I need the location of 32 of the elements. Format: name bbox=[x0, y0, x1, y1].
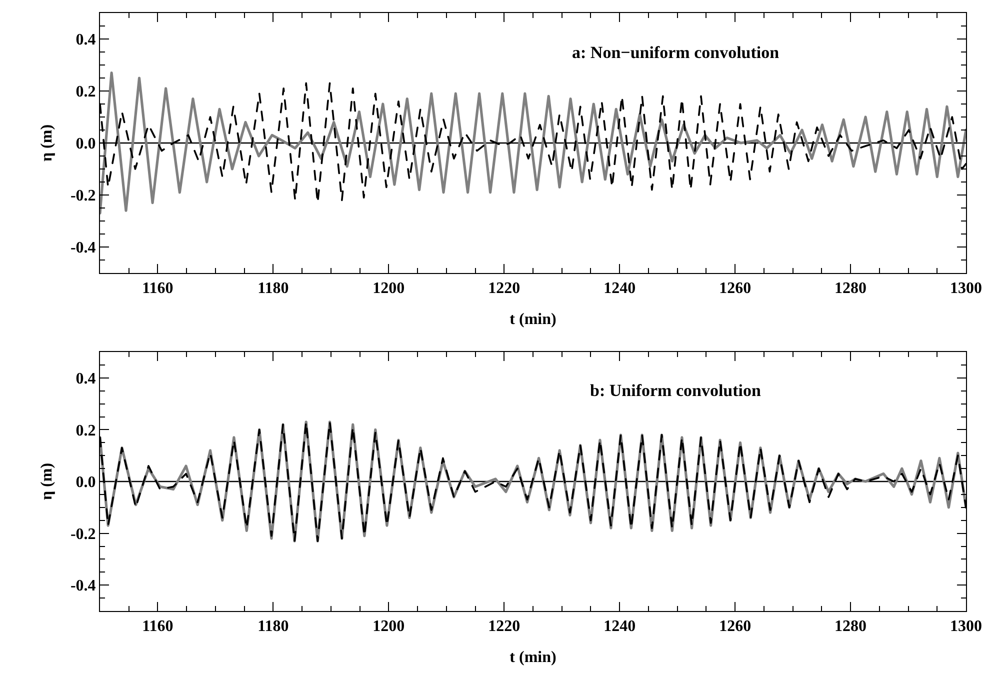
x-tick-label: 1240 bbox=[604, 618, 636, 636]
y-axis-title: η (m) bbox=[38, 462, 56, 500]
y-tick-label: 0.4 bbox=[76, 370, 96, 388]
y-axis-title: η (m) bbox=[38, 124, 56, 162]
x-tick-label: 1180 bbox=[258, 280, 289, 298]
y-tick-label: 0.2 bbox=[76, 84, 96, 101]
x-axis-title: t (min) bbox=[510, 310, 556, 328]
x-tick-label: 1300 bbox=[950, 618, 982, 636]
x-tick-label: 1260 bbox=[719, 618, 752, 636]
x-tick-label: 1180 bbox=[258, 618, 289, 636]
y-tick-label: -0.2 bbox=[70, 188, 96, 205]
x-tick-label: 1300 bbox=[950, 280, 982, 298]
x-tick-label: 1260 bbox=[719, 280, 752, 298]
x-tick-label: 1200 bbox=[372, 280, 405, 298]
x-tick-label: 1280 bbox=[834, 280, 867, 298]
y-tick-label: -0.4 bbox=[70, 240, 96, 257]
x-tick-label: 1160 bbox=[142, 618, 174, 636]
x-tick-label: 1220 bbox=[488, 618, 520, 636]
x-tick-label: 1240 bbox=[604, 280, 636, 298]
x-tick-label: 1160 bbox=[142, 280, 174, 298]
y-tick-label: -0.4 bbox=[70, 578, 96, 595]
y-tick-label: 0.0 bbox=[76, 474, 96, 492]
annotation: a: Non−uniform convolution bbox=[572, 43, 780, 62]
y-tick-label: -0.2 bbox=[70, 526, 96, 543]
x-tick-label: 1280 bbox=[834, 618, 867, 636]
y-tick-label: 0.2 bbox=[76, 422, 96, 440]
y-tick-label: 0.4 bbox=[76, 32, 96, 49]
y-tick-label: 0.0 bbox=[76, 136, 96, 153]
annotation: b: Uniform convolution bbox=[590, 381, 762, 400]
x-axis-title: t (min) bbox=[510, 648, 556, 666]
x-tick-label: 1220 bbox=[488, 280, 520, 298]
x-tick-label: 1200 bbox=[372, 618, 405, 636]
